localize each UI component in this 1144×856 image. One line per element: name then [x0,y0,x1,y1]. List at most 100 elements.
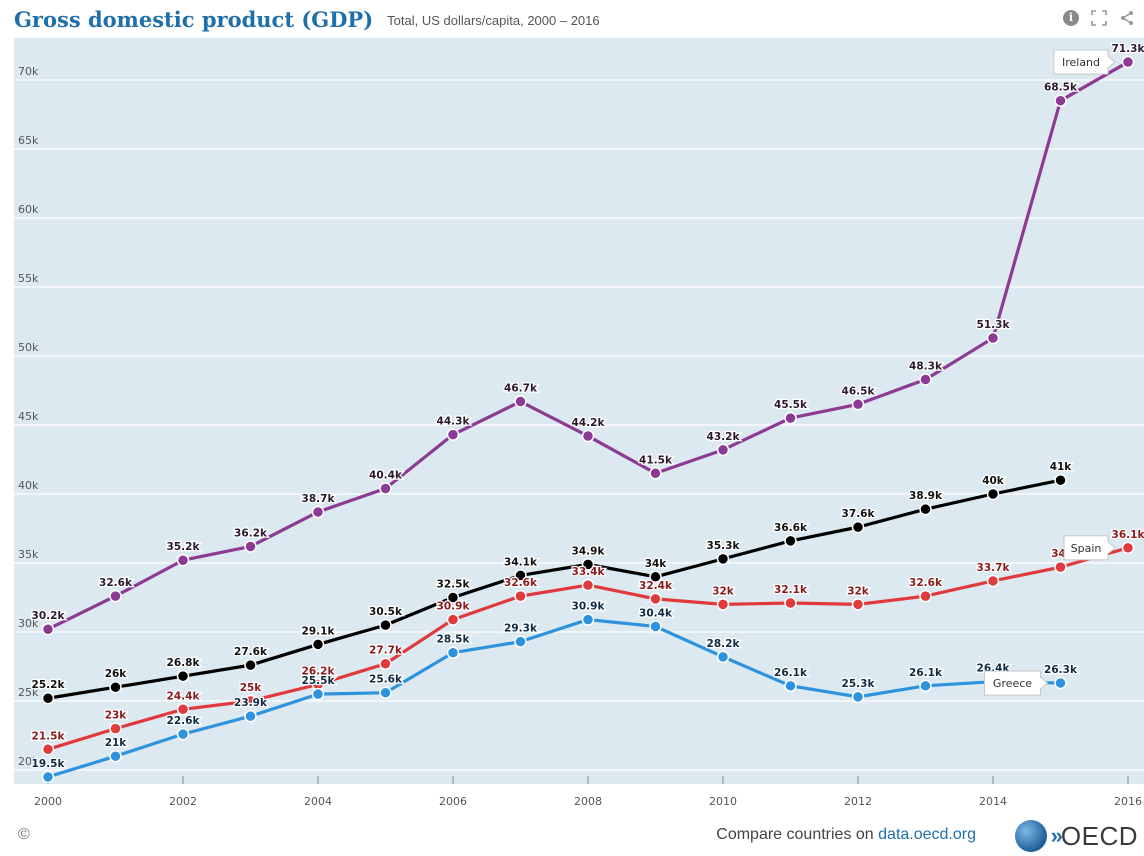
series-tag-box [984,670,1041,696]
data-point [784,534,797,548]
data-point [986,487,1000,501]
data-point [176,553,190,567]
data-label: 32.6k [99,577,133,589]
series-line [47,617,1061,779]
data-point [109,680,122,694]
data-point [1121,541,1135,555]
data-label: 43.2k [707,431,741,443]
share-icon[interactable] [1118,9,1136,27]
data-point [1054,473,1067,487]
data-point [514,569,527,582]
data-label: 32.6k [504,577,538,589]
info-icon[interactable]: i [1062,9,1080,27]
data-point [379,657,392,670]
data-point [649,570,662,584]
data-point [244,658,257,672]
data-label: 26.2k [302,665,336,677]
data-point [581,558,595,571]
data-point [851,690,865,704]
data-point [649,467,662,480]
data-point [311,687,325,701]
data-label: 26.1k [774,667,808,679]
data-label: 23.9k [234,697,268,709]
data-label: 28.5k [437,634,471,646]
data-point [244,540,257,553]
data-point [446,591,460,604]
data-point [446,646,460,659]
x-tick-label: 2002 [169,795,197,808]
data-point [176,727,190,741]
data-point [784,679,797,693]
data-label: 33.4k [572,566,606,578]
data-point [919,679,932,693]
y-tick-label: 45k [18,410,39,423]
y-tick-label: 30k [18,617,39,630]
data-label: 41.5k [639,454,673,466]
data-label: 32.5k [437,579,471,591]
data-label: 36.6k [774,522,808,534]
data-label: 37.6k [842,508,876,520]
data-label: 19.5k [32,758,66,770]
series-tag-label: Spain [1071,542,1102,555]
data-label: 29.1k [302,625,336,637]
data-label: 30.9k [437,601,471,613]
expand-icon[interactable] [1090,9,1108,27]
data-point [716,598,730,611]
y-tick-label: 65k [18,134,39,147]
x-tick-label: 2000 [34,795,62,808]
compare-countries-text: Compare countries on data.oecd.org [716,826,976,844]
series-tag-joint [1039,678,1042,689]
compare-prefix: Compare countries on [716,826,874,843]
y-tick-label: 40k [18,479,39,492]
data-point [379,686,392,699]
data-label: 26.1k [909,667,943,679]
data-point [1054,94,1067,107]
data-point [581,429,595,443]
x-tick-label: 2004 [304,795,332,808]
y-tick-label: 55k [18,272,39,285]
data-label: 24.4k [167,690,201,702]
data-label: 27.6k [234,646,268,658]
data-point [311,638,325,651]
data-label: 32k [847,585,870,597]
data-label: 22.6k [167,715,201,727]
data-point [244,709,257,723]
data-label: 68.5k [1044,82,1078,94]
data-point [649,620,662,633]
chevron-icon: » [1050,823,1064,848]
series-tag-label: Greece [993,677,1032,690]
data-label: 51.3k [977,319,1011,331]
data-label: 32.4k [639,580,673,592]
chart-header: Gross domestic product (GDP) Total, US d… [0,0,1144,38]
data-label: 32.1k [774,584,808,596]
copyright-icon[interactable]: © [18,826,30,843]
data-label: 28.2k [707,638,741,650]
data-label: 27.7k [369,645,403,657]
globe-icon [1014,820,1047,852]
data-point [784,411,797,425]
data-point [41,743,55,756]
data-point [379,482,392,495]
data-point [851,520,865,534]
data-label: 35.2k [167,541,201,553]
y-tick-label: 70k [18,65,39,78]
data-label: 38.9k [909,490,943,502]
data-label: 41k [1050,461,1073,473]
data-label: 34.9k [572,545,606,557]
data-oecd-link[interactable]: data.oecd.org [878,826,976,843]
oecd-logo[interactable]: » OECD [1014,820,1138,852]
data-label: 35.3k [707,540,741,552]
data-label: 45.5k [774,399,808,411]
data-label: 32k [712,585,735,597]
data-label: 29.3k [504,623,538,635]
series-tag-label: Ireland [1062,56,1100,69]
data-label: 38.7k [302,493,336,505]
data-label: 23k [105,710,128,722]
series-tag-box [1063,535,1109,561]
data-point [446,613,460,626]
data-point [1054,676,1067,690]
x-tick-label: 2016 [1114,795,1142,808]
x-tick-label: 2010 [709,795,737,808]
data-point [514,635,527,648]
data-point [1054,560,1067,574]
